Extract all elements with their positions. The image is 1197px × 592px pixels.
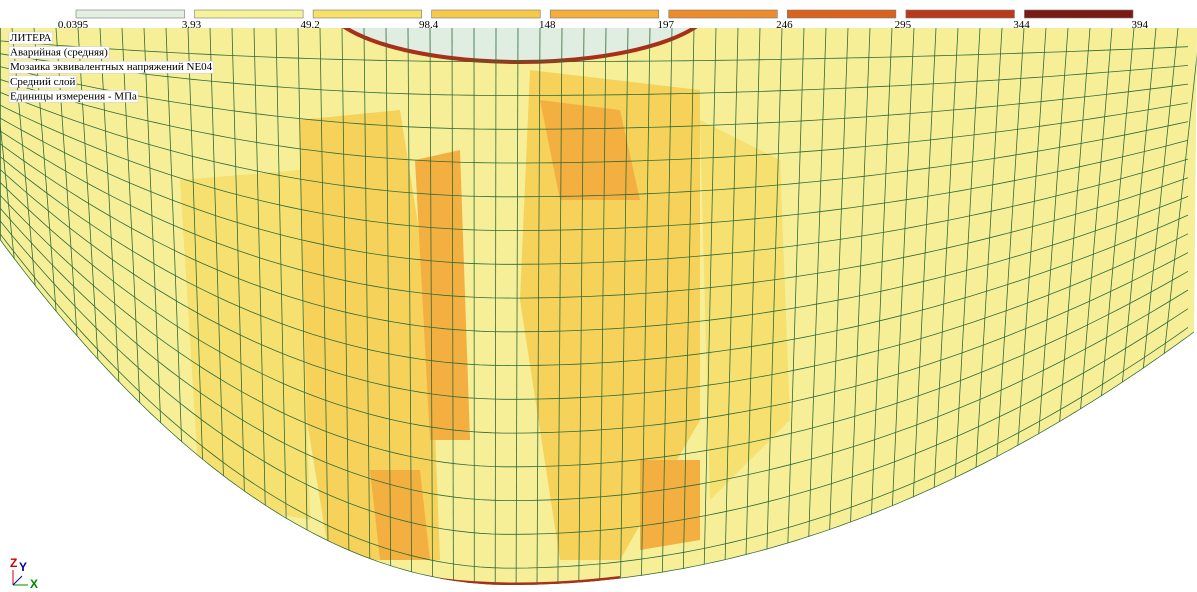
legend-label: 3.93 [182, 19, 202, 31]
legend-label: 394 [1132, 19, 1149, 31]
legend-swatch [906, 10, 1015, 18]
legend-swatch [669, 10, 778, 18]
stress-zone [370, 470, 430, 560]
axis-line [13, 576, 22, 585]
model [0, 0, 1197, 592]
legend-label: 49.2 [300, 19, 319, 31]
stress-zone [180, 170, 310, 520]
info-line: Аварийная (средняя) [10, 47, 108, 59]
legend-swatch [313, 10, 422, 18]
legend-label: 295 [895, 19, 912, 31]
legend-swatch [195, 10, 304, 18]
fea-view: 0.0395 3.93 49.2 98.4 148 197 246 295 344 394 ЛИТ… [0, 0, 1197, 592]
legend-label: 344 [1013, 19, 1030, 31]
legend-label: 0.0395 [58, 19, 89, 31]
axis-z: Z [10, 556, 17, 570]
axis-x: X [30, 577, 38, 591]
legend-label: 148 [539, 19, 556, 31]
info-line: ЛИТЕРА [10, 32, 52, 44]
info-line: Средний слой [10, 76, 75, 88]
axis-y: Y [19, 560, 27, 574]
legend-swatch [76, 10, 185, 18]
stress-zone [640, 460, 700, 550]
legend-label: 197 [658, 19, 675, 31]
axis-triad: Z Y X [10, 556, 38, 591]
legend: 0.0395 3.93 49.2 98.4 148 197 246 295 344 394 [58, 10, 1149, 31]
legend-swatch [550, 10, 659, 18]
info-line: Мозаика эквивалентных напряжений NE04 [10, 61, 213, 73]
legend-swatch [787, 10, 896, 18]
legend-label: 246 [776, 19, 793, 31]
legend-label: 98.4 [419, 19, 439, 31]
legend-swatch [1024, 10, 1133, 18]
info-line: Единицы измерения - МПа [10, 90, 137, 102]
legend-swatch [432, 10, 541, 18]
